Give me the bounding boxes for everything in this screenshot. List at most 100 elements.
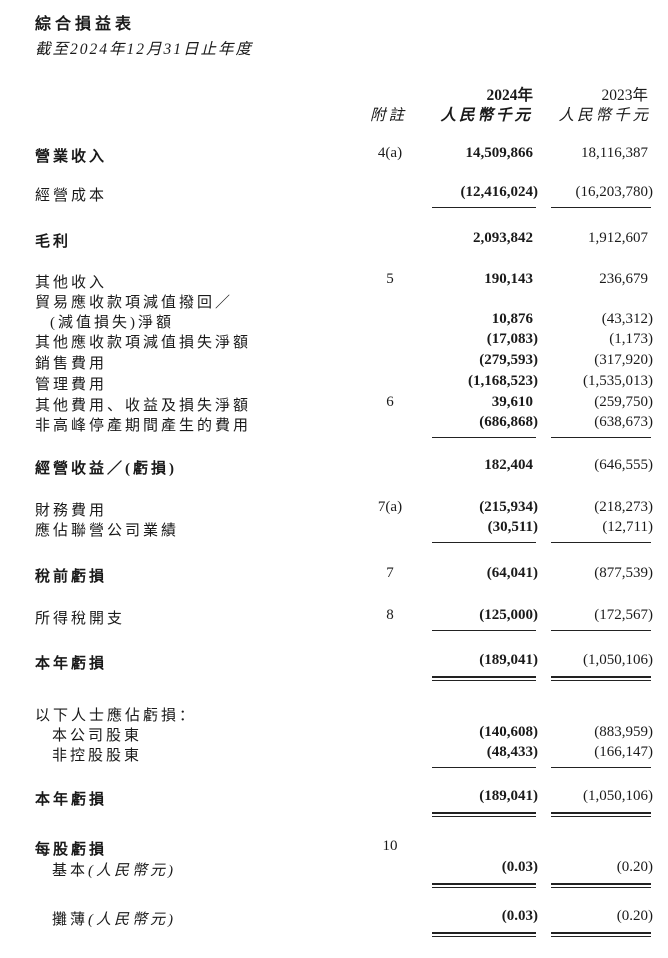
table-row: 其他費用、收益及損失淨額 6 39,610 (259,750) — [0, 394, 668, 414]
value-2023: (638,673) — [594, 414, 653, 430]
value-2023: (12,711) — [602, 519, 653, 535]
value-2024: (0.03) — [501, 859, 538, 875]
value-2023: (317,920) — [594, 352, 653, 368]
table-row: 本公司股東 (140,608) (883,959) — [0, 724, 668, 744]
table-row: (減值損失)淨額 10,876 (43,312) — [0, 311, 668, 331]
row-label-text: 其他應收款項減值損失淨額 — [35, 335, 252, 351]
subtotal-underline — [551, 630, 651, 631]
row-label-text: 非控股股東 — [52, 748, 143, 764]
row-label-text: 財務費用 — [35, 503, 108, 519]
value-2023: 18,116,387 — [581, 145, 648, 161]
row-label: 應佔聯營公司業績 — [35, 519, 179, 540]
row-label-text: 非高峰停產期間產生的費用 — [35, 418, 252, 434]
row-label: 銷售費用 — [35, 352, 107, 373]
value-2024: 10,876 — [491, 311, 533, 327]
value-2023: (1,050,106) — [583, 788, 653, 804]
table-row: 貿易應收款項減值撥回／ — [0, 291, 668, 311]
value-2024: (64,041) — [486, 565, 538, 581]
subtotal-underline — [551, 207, 651, 208]
header-year-2023: 2023年 — [601, 87, 648, 104]
row-note: 10 — [382, 838, 398, 854]
value-2023: (172,567) — [594, 607, 653, 623]
row-label: 經營收益／(虧損) — [35, 457, 177, 478]
subtotal-underline — [551, 437, 651, 438]
table-row: 經營收益／(虧損) 182,404 (646,555) — [0, 457, 668, 477]
table-row: 應佔聯營公司業績 (30,511) (12,711) — [0, 519, 668, 539]
value-2024: (215,934) — [479, 499, 538, 515]
table-row: 稅前虧損 7 (64,041) (877,539) — [0, 565, 668, 585]
value-2023: (259,750) — [594, 394, 653, 410]
value-2024: 14,509,866 — [465, 145, 534, 161]
row-label-text: 應佔聯營公司業績 — [35, 523, 180, 539]
value-2024: (189,041) — [479, 652, 538, 668]
row-label: 管理費用 — [35, 373, 107, 394]
value-2024: (12,416,024) — [460, 184, 539, 200]
value-2023: (166,147) — [594, 744, 653, 760]
row-label: 貿易應收款項減值撥回／ — [35, 291, 233, 312]
value-2023: (877,539) — [594, 565, 653, 581]
row-label-text: 管理費用 — [35, 377, 108, 393]
value-2023: (883,959) — [594, 724, 653, 740]
table-row: 非控股股東 (48,433) (166,147) — [0, 744, 668, 764]
row-label-text: 其他收入 — [35, 275, 108, 291]
subtotal-underline — [432, 207, 536, 208]
double-underline — [432, 932, 536, 937]
row-label: 財務費用 — [35, 499, 107, 520]
header-year-2024: 2024年 — [486, 87, 533, 104]
table-row: 所得稅開支 8 (125,000) (172,567) — [0, 607, 668, 627]
row-label-text: 本公司股東 — [52, 728, 143, 744]
value-2023: (218,273) — [594, 499, 653, 515]
row-label: 攤薄(人民幣元) — [52, 908, 176, 929]
row-label: 以下人士應佔虧損： — [35, 704, 197, 725]
table-row: 每股虧損 10 — [0, 838, 668, 858]
statement-title: 綜合損益表 — [35, 16, 136, 33]
row-label-text: 以下人士應佔虧損： — [35, 708, 198, 724]
table-row: 銷售費用 (279,593) (317,920) — [0, 352, 668, 372]
row-label: 基本(人民幣元) — [52, 859, 176, 880]
table-row: 攤薄(人民幣元) (0.03) (0.20) — [0, 908, 668, 928]
value-2024: (48,433) — [486, 744, 538, 760]
value-2024: (279,593) — [479, 352, 538, 368]
value-2024: 39,610 — [491, 394, 533, 410]
value-2023: (1,173) — [609, 331, 653, 347]
value-2023: (0.20) — [616, 908, 653, 924]
row-note: 6 — [386, 394, 394, 410]
table-row: 基本(人民幣元) (0.03) (0.20) — [0, 859, 668, 879]
table-row: 毛利 2,093,842 1,912,607 — [0, 230, 668, 250]
row-note: 8 — [386, 607, 394, 623]
row-label: 其他收入 — [35, 271, 107, 292]
table-row: 管理費用 (1,168,523) (1,535,013) — [0, 373, 668, 393]
row-label: 本公司股東 — [52, 724, 142, 745]
row-label-text: 其他費用、收益及損失淨額 — [35, 398, 252, 414]
value-2023: 1,912,607 — [588, 230, 648, 246]
value-2024: (30,511) — [487, 519, 538, 535]
row-label: 稅前虧損 — [35, 565, 107, 586]
row-note: 5 — [386, 271, 394, 287]
row-label-text: 攤薄 — [52, 912, 89, 928]
row-label: 其他應收款項減值損失淨額 — [35, 331, 251, 352]
header-note: 附註 — [370, 107, 408, 124]
row-label: 其他費用、收益及損失淨額 — [35, 394, 251, 415]
row-label-text: (減值損失)淨額 — [50, 315, 174, 331]
row-label: 非高峰停產期間產生的費用 — [35, 414, 251, 435]
subtotal-underline — [432, 630, 536, 631]
row-label-text: 銷售費用 — [35, 356, 108, 372]
row-label: 本年虧損 — [35, 788, 107, 809]
subtotal-underline — [551, 542, 651, 543]
table-row: 經營成本 (12,416,024) (16,203,780) — [0, 184, 668, 204]
value-2024: 190,143 — [484, 271, 533, 287]
header-unit-2023: 人民幣千元 — [558, 107, 651, 124]
row-label: 營業收入 — [35, 145, 107, 166]
subtotal-underline — [432, 767, 536, 768]
row-label-text: 營業收入 — [35, 149, 108, 165]
value-2024: (1,168,523) — [468, 373, 538, 389]
value-2023: (1,050,106) — [583, 652, 653, 668]
value-2023: (16,203,780) — [575, 184, 654, 200]
row-label-text: 稅前虧損 — [35, 569, 108, 585]
row-note: 7(a) — [377, 499, 403, 515]
row-label: 經營成本 — [35, 184, 107, 205]
value-2023: (1,535,013) — [583, 373, 653, 389]
table-row: 營業收入 4(a) 14,509,866 18,116,387 — [0, 145, 668, 165]
value-2023: (43,312) — [601, 311, 653, 327]
value-2023: (646,555) — [594, 457, 653, 473]
